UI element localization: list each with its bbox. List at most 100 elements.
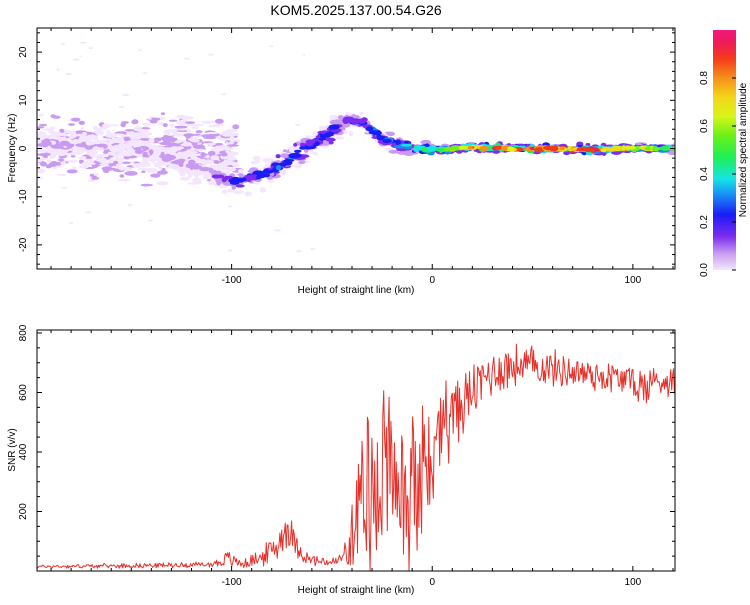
spectrogram-cell — [225, 128, 238, 133]
spectrogram-cell — [429, 147, 437, 152]
spectrogram-cell — [325, 137, 336, 142]
spectrogram-cell — [494, 145, 503, 150]
spectrogram-cell — [124, 171, 138, 176]
spectrogram-cell — [194, 135, 201, 139]
spectrogram-cell — [136, 129, 148, 132]
spectrogram-cell — [313, 152, 318, 156]
spectrogram-cell — [70, 131, 77, 136]
spectrogram-cell — [224, 142, 234, 145]
spectrogram-cell — [210, 155, 220, 161]
spectrogram-cell — [81, 127, 85, 130]
spectrogram-cell — [294, 149, 302, 153]
spectrogram-cell — [38, 113, 44, 117]
spectrogram-cell — [141, 157, 149, 163]
spectrogram-cell — [339, 123, 351, 128]
spectrogram-cell — [120, 122, 126, 128]
spectrogram-cell — [170, 137, 178, 141]
spectrogram-cell — [244, 191, 252, 197]
spectrogram-cell — [299, 146, 306, 150]
spectrogram-cell — [259, 187, 267, 193]
spectrogram-cell — [151, 154, 157, 159]
spectrogram-cell — [227, 144, 239, 147]
snr-panel: -100 0 100 200 400 600 800 Height of straight… — [7, 324, 676, 596]
spectrogram-cell — [178, 153, 188, 157]
spectrogram-cell — [66, 169, 78, 174]
spectrogram-cell — [328, 114, 339, 121]
spectrogram-cell — [218, 147, 227, 151]
snr-ylabel: SNR (v/v) — [7, 428, 18, 471]
spectrogram-cell — [96, 154, 110, 157]
spectrogram-cell — [102, 169, 110, 173]
colorbar-tick-label: 0.2 — [699, 215, 710, 229]
figure-title: KOM5.2025.137.00.54.G26 — [270, 2, 441, 18]
spectrogram-cell — [148, 149, 154, 155]
spectrogram-cell — [85, 211, 93, 214]
spectrogram-cell — [111, 148, 120, 153]
spectrogram-cell — [204, 159, 215, 165]
snr-frame — [36, 329, 676, 572]
spectrogram-cell — [147, 144, 159, 149]
spectrogram-cell — [247, 174, 259, 180]
spectrogram-cell — [191, 126, 199, 130]
spectrogram-cell — [225, 175, 233, 180]
spectrogram-cell — [150, 173, 161, 178]
spectrogram-y-tick-label: 20 — [18, 46, 29, 58]
spectrogram-cell — [87, 158, 93, 162]
spectrogram-cell — [232, 190, 245, 194]
spectrogram-cell — [208, 53, 214, 56]
spectrogram-cell — [251, 171, 262, 175]
spectrogram-cell — [191, 139, 200, 143]
spectrogram-x-tick-label: -100 — [222, 275, 242, 286]
spectrogram-cell — [160, 112, 166, 115]
spectrogram-cell — [75, 130, 87, 133]
spectrogram-cell — [66, 159, 79, 163]
spectrogram-cell — [275, 154, 281, 159]
spectrogram-cell — [135, 135, 142, 138]
spectrogram-cell — [156, 181, 169, 186]
spectrogram-cell — [359, 111, 364, 115]
spectrogram-cell — [193, 144, 206, 149]
spectrogram-cell — [72, 166, 77, 170]
spectrogram-cell — [226, 156, 237, 161]
spectrogram-cell — [52, 135, 58, 141]
spectrogram-cell — [43, 155, 48, 158]
spectrogram-cell — [114, 156, 125, 162]
spectrogram-cell — [214, 123, 224, 127]
spectrogram-x-tick-label: 0 — [429, 275, 435, 286]
spectrogram-cell — [120, 133, 126, 138]
spectrogram-cell — [227, 151, 239, 156]
spectrogram-cell — [38, 123, 48, 127]
spectrogram-cell — [229, 135, 235, 140]
colorbar-tick-label: 0.6 — [699, 119, 710, 133]
spectrogram-cell — [114, 137, 124, 142]
spectrogram-cell — [227, 188, 235, 193]
spectrogram-cell — [345, 111, 350, 116]
spectrogram-cell — [337, 115, 344, 120]
spectrogram-cell — [203, 120, 217, 124]
spectrogram-cell — [584, 147, 593, 153]
spectrogram-cell — [49, 126, 56, 130]
spectrogram-cell — [177, 128, 189, 131]
spectrogram-cell — [215, 118, 224, 124]
snr-x-tick-label: 100 — [625, 577, 642, 588]
spectrogram-ylabel: Frequency (Hz) — [7, 114, 18, 183]
spectrogram-cell — [211, 174, 221, 179]
spectrogram-cell — [450, 145, 462, 151]
spectrogram-cell — [262, 157, 275, 163]
spectrogram-cell — [185, 121, 196, 124]
colorbar-label: Normalized spectral amplitude — [738, 82, 749, 217]
spectrogram-cell — [267, 179, 274, 183]
spectrogram-cell — [348, 130, 354, 137]
spectrogram-cell — [119, 174, 125, 178]
spectrogram-cell — [70, 155, 76, 158]
spectrogram-cell — [195, 130, 203, 134]
spectrogram-cell — [79, 55, 82, 58]
spectrogram-cell — [189, 164, 195, 170]
spectrogram-cell — [303, 148, 309, 153]
spectrogram-cell — [310, 247, 316, 250]
spectrogram-cell — [50, 114, 56, 118]
spectrogram-cell — [140, 131, 153, 136]
spectrogram-cell — [148, 138, 155, 144]
spectrogram-cell — [137, 162, 152, 167]
